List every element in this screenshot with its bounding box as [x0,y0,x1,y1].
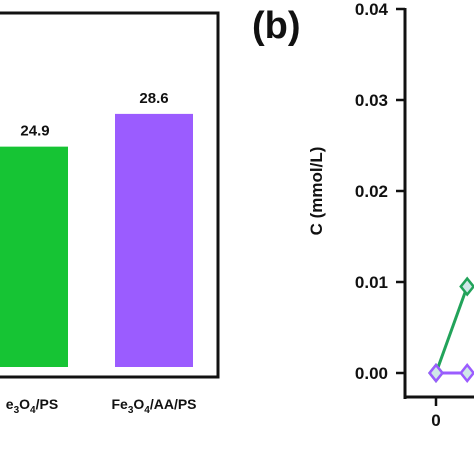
bar-plot-frame [0,11,220,379]
bar-0 [0,146,68,367]
y-tick-label-2: 0.02 [355,182,388,201]
series-1-point-0 [427,362,445,384]
y-axis-label: C (mmol/L) [307,147,326,236]
x-tick-label-fe3o4-ps: e3O4/PS [6,396,58,416]
series-line-0 [434,286,469,374]
bar-1 [115,113,193,367]
y-tick-label-4: 0.04 [355,0,389,19]
series-markers [427,276,474,384]
bar-value-labels: 24.9 28.6 [20,90,168,140]
x-tick-label-0: 0 [431,411,440,430]
x-tick-label-fe3o4-aa-ps: Fe3O4/AA/PS [111,396,196,416]
y-tick-label-1: 0.01 [355,273,388,292]
bar-value-label-0: 24.9 [20,123,49,140]
bar-value-label-1: 28.6 [139,90,168,107]
series-lines [434,286,469,375]
bar-chart-panel: 24.9 28.6 e3O4/PS Fe3O4/AA/PS [0,11,220,416]
bars [0,113,193,367]
line-chart-panel: (b) 0.00 0.01 0.02 0.03 0.04 0 C (mmol/L… [252,0,474,430]
y-tick-label-3: 0.03 [355,91,388,110]
y-tick-label-0: 0.00 [355,364,388,383]
series-1-point-1 [459,362,474,384]
panel-label: (b) [252,5,301,47]
series-0-point-1 [459,276,474,297]
